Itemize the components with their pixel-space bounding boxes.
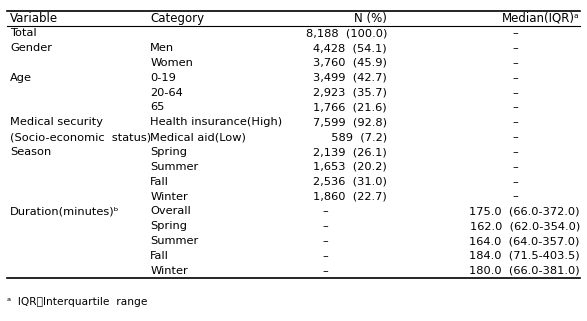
Text: –: – <box>512 73 518 83</box>
Text: 3,499  (42.7): 3,499 (42.7) <box>313 73 387 83</box>
Text: –: – <box>512 192 518 202</box>
Text: –: – <box>512 88 518 98</box>
Text: 2,923  (35.7): 2,923 (35.7) <box>313 88 387 98</box>
Text: 4,428  (54.1): 4,428 (54.1) <box>313 43 387 53</box>
Text: –: – <box>323 206 329 216</box>
Text: Spring: Spring <box>150 221 187 231</box>
Text: Age: Age <box>10 73 32 83</box>
Text: –: – <box>512 117 518 127</box>
Text: –: – <box>323 266 329 276</box>
Text: 7,599  (92.8): 7,599 (92.8) <box>313 117 387 127</box>
Text: –: – <box>512 58 518 68</box>
Text: –: – <box>512 132 518 142</box>
Text: Median(IQR)ᵃ: Median(IQR)ᵃ <box>502 12 580 25</box>
Text: –: – <box>323 251 329 261</box>
Text: Overall: Overall <box>150 206 191 216</box>
Text: 184.0  (71.5-403.5): 184.0 (71.5-403.5) <box>469 251 580 261</box>
Text: Health insurance(High): Health insurance(High) <box>150 117 282 127</box>
Text: Summer: Summer <box>150 162 198 172</box>
Text: 1,766  (21.6): 1,766 (21.6) <box>313 102 387 112</box>
Text: –: – <box>512 43 518 53</box>
Text: –: – <box>512 28 518 38</box>
Text: Category: Category <box>150 12 204 25</box>
Text: 180.0  (66.0-381.0): 180.0 (66.0-381.0) <box>469 266 580 276</box>
Text: 20-64: 20-64 <box>150 88 183 98</box>
Text: 8,188  (100.0): 8,188 (100.0) <box>306 28 387 38</box>
Text: Winter: Winter <box>150 266 188 276</box>
Text: Duration(minutes)ᵇ: Duration(minutes)ᵇ <box>10 206 120 216</box>
Text: –: – <box>512 177 518 187</box>
Text: (Socio-economic  status): (Socio-economic status) <box>10 132 151 142</box>
Text: Medical security: Medical security <box>10 117 103 127</box>
Text: Women: Women <box>150 58 193 68</box>
Text: –: – <box>323 221 329 231</box>
Text: Season: Season <box>10 147 52 157</box>
Text: 2,536  (31.0): 2,536 (31.0) <box>313 177 387 187</box>
Text: Variable: Variable <box>10 12 58 25</box>
Text: 164.0  (64.0-357.0): 164.0 (64.0-357.0) <box>470 236 580 246</box>
Text: Winter: Winter <box>150 192 188 202</box>
Text: Summer: Summer <box>150 236 198 246</box>
Text: 175.0  (66.0-372.0): 175.0 (66.0-372.0) <box>469 206 580 216</box>
Text: 589  (7.2): 589 (7.2) <box>324 132 387 142</box>
Text: Fall: Fall <box>150 177 169 187</box>
Text: 0-19: 0-19 <box>150 73 176 83</box>
Text: 1,860  (22.7): 1,860 (22.7) <box>313 192 387 202</box>
Text: Fall: Fall <box>150 251 169 261</box>
Text: Total: Total <box>10 28 37 38</box>
Text: Men: Men <box>150 43 174 53</box>
Text: –: – <box>323 236 329 246</box>
Text: Medical aid(Low): Medical aid(Low) <box>150 132 246 142</box>
Text: 65: 65 <box>150 102 165 112</box>
Text: Spring: Spring <box>150 147 187 157</box>
Text: Gender: Gender <box>10 43 52 53</box>
Text: –: – <box>512 147 518 157</box>
Text: 3,760  (45.9): 3,760 (45.9) <box>313 58 387 68</box>
Text: 2,139  (26.1): 2,139 (26.1) <box>313 147 387 157</box>
Text: N (%): N (%) <box>354 12 387 25</box>
Text: ᵃ  IQR：Interquartile  range: ᵃ IQR：Interquartile range <box>7 297 148 307</box>
Text: –: – <box>512 102 518 112</box>
Text: 162.0  (62.0-354.0): 162.0 (62.0-354.0) <box>470 221 580 231</box>
Text: 1,653  (20.2): 1,653 (20.2) <box>313 162 387 172</box>
Text: –: – <box>512 162 518 172</box>
